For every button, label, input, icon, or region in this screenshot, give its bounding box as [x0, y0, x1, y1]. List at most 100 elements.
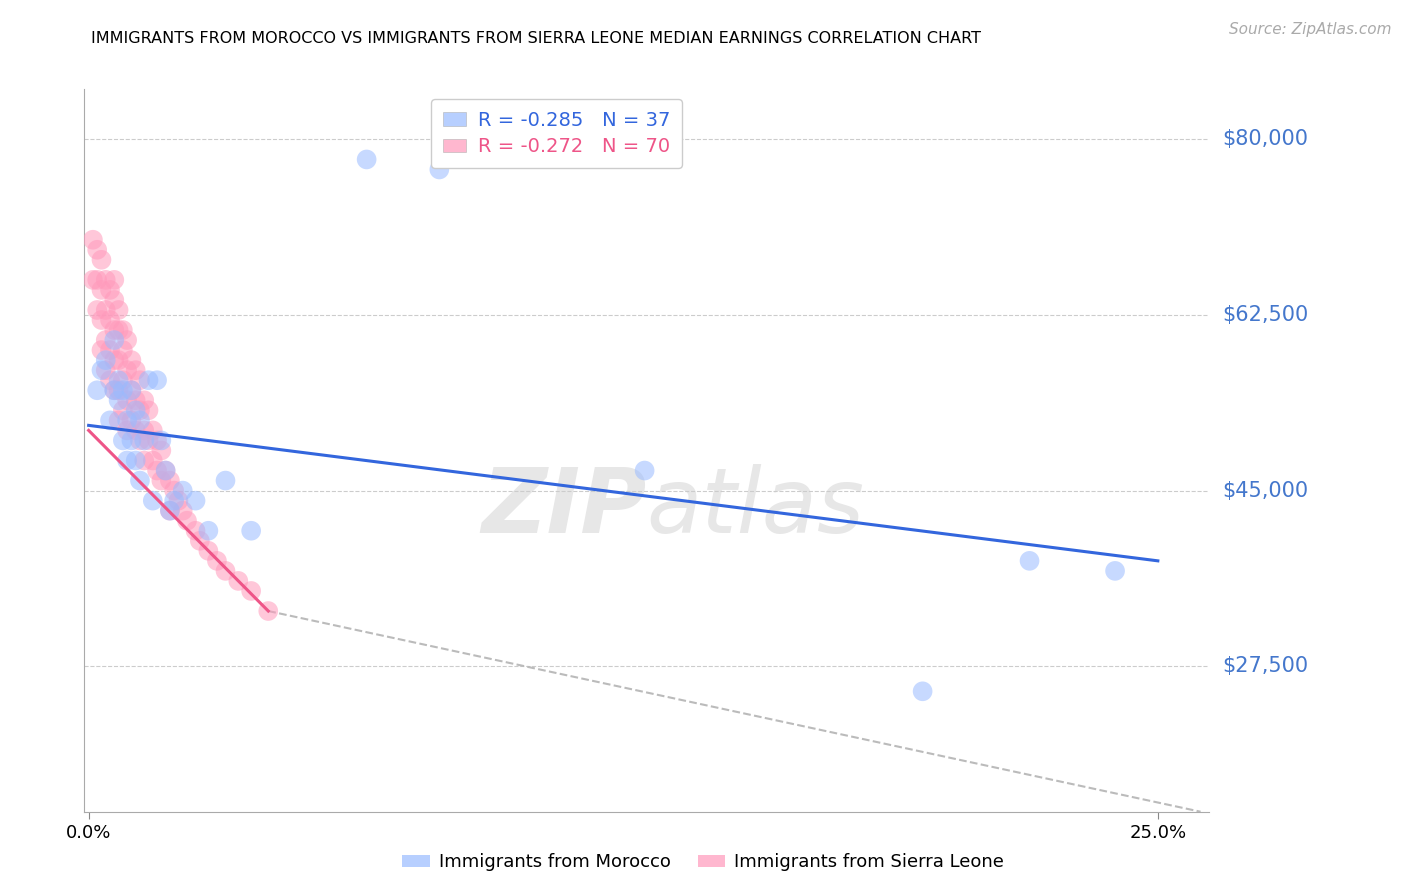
- Point: [86, 243, 108, 257]
- Text: $45,000: $45,000: [1222, 481, 1308, 500]
- Text: atlas: atlas: [647, 464, 865, 552]
- Point: [1104, 564, 1126, 578]
- Legend: Immigrants from Morocco, Immigrants from Sierra Leone: Immigrants from Morocco, Immigrants from…: [395, 847, 1011, 879]
- Point: [98, 343, 121, 357]
- Point: [86, 384, 108, 398]
- Point: [98, 313, 121, 327]
- Point: [129, 434, 152, 448]
- Point: [98, 413, 121, 427]
- Point: [134, 453, 156, 467]
- Point: [107, 353, 129, 368]
- Point: [138, 373, 160, 387]
- Point: [90, 313, 112, 327]
- Point: [120, 384, 142, 398]
- Point: [107, 384, 129, 398]
- Point: [125, 453, 148, 467]
- Point: [138, 403, 160, 417]
- Point: [115, 453, 138, 467]
- Text: $80,000: $80,000: [1222, 129, 1308, 149]
- Point: [150, 443, 173, 458]
- Point: [94, 363, 117, 377]
- Point: [90, 283, 112, 297]
- Point: [159, 503, 181, 517]
- Point: [146, 464, 169, 478]
- Point: [142, 423, 165, 437]
- Point: [98, 373, 121, 387]
- Point: [120, 384, 142, 398]
- Point: [120, 434, 142, 448]
- Point: [107, 373, 129, 387]
- Point: [129, 413, 152, 427]
- Point: [111, 403, 134, 417]
- Point: [146, 373, 169, 387]
- Point: [125, 423, 148, 437]
- Point: [82, 233, 104, 247]
- Point: [111, 434, 134, 448]
- Text: $27,500: $27,500: [1222, 657, 1308, 676]
- Point: [125, 393, 148, 408]
- Point: [94, 333, 117, 347]
- Point: [120, 353, 142, 368]
- Point: [167, 493, 190, 508]
- Point: [111, 323, 134, 337]
- Point: [129, 474, 152, 488]
- Point: [172, 483, 194, 498]
- Point: [111, 384, 134, 398]
- Point: [197, 524, 219, 538]
- Point: [86, 273, 108, 287]
- Point: [103, 384, 125, 398]
- Point: [107, 302, 129, 317]
- Point: [633, 464, 655, 478]
- Point: [115, 363, 138, 377]
- Point: [107, 413, 129, 427]
- Point: [98, 283, 121, 297]
- Text: $62,500: $62,500: [1222, 305, 1308, 325]
- Point: [159, 474, 181, 488]
- Point: [150, 434, 173, 448]
- Point: [90, 343, 112, 357]
- Point: [94, 273, 117, 287]
- Point: [214, 474, 236, 488]
- Point: [184, 524, 207, 538]
- Point: [107, 323, 129, 337]
- Point: [240, 524, 263, 538]
- Point: [138, 434, 160, 448]
- Point: [103, 384, 125, 398]
- Text: ZIP: ZIP: [481, 464, 647, 552]
- Point: [107, 393, 129, 408]
- Point: [172, 503, 194, 517]
- Point: [214, 564, 236, 578]
- Point: [134, 434, 156, 448]
- Point: [82, 273, 104, 287]
- Point: [911, 684, 934, 698]
- Point: [111, 373, 134, 387]
- Point: [155, 464, 177, 478]
- Point: [184, 493, 207, 508]
- Point: [129, 403, 152, 417]
- Point: [240, 583, 263, 598]
- Point: [427, 162, 450, 177]
- Point: [163, 483, 186, 498]
- Text: Source: ZipAtlas.com: Source: ZipAtlas.com: [1229, 22, 1392, 37]
- Point: [115, 413, 138, 427]
- Point: [103, 293, 125, 307]
- Point: [228, 574, 250, 588]
- Legend: R = -0.285   N = 37, R = -0.272   N = 70: R = -0.285 N = 37, R = -0.272 N = 70: [432, 99, 682, 168]
- Point: [159, 503, 181, 517]
- Point: [356, 153, 378, 167]
- Point: [134, 393, 156, 408]
- Point: [90, 363, 112, 377]
- Point: [134, 423, 156, 437]
- Point: [197, 543, 219, 558]
- Point: [86, 302, 108, 317]
- Point: [257, 604, 280, 618]
- Point: [129, 373, 152, 387]
- Point: [115, 423, 138, 437]
- Point: [94, 302, 117, 317]
- Point: [176, 514, 198, 528]
- Point: [150, 474, 173, 488]
- Point: [103, 353, 125, 368]
- Point: [115, 393, 138, 408]
- Point: [142, 493, 165, 508]
- Point: [163, 493, 186, 508]
